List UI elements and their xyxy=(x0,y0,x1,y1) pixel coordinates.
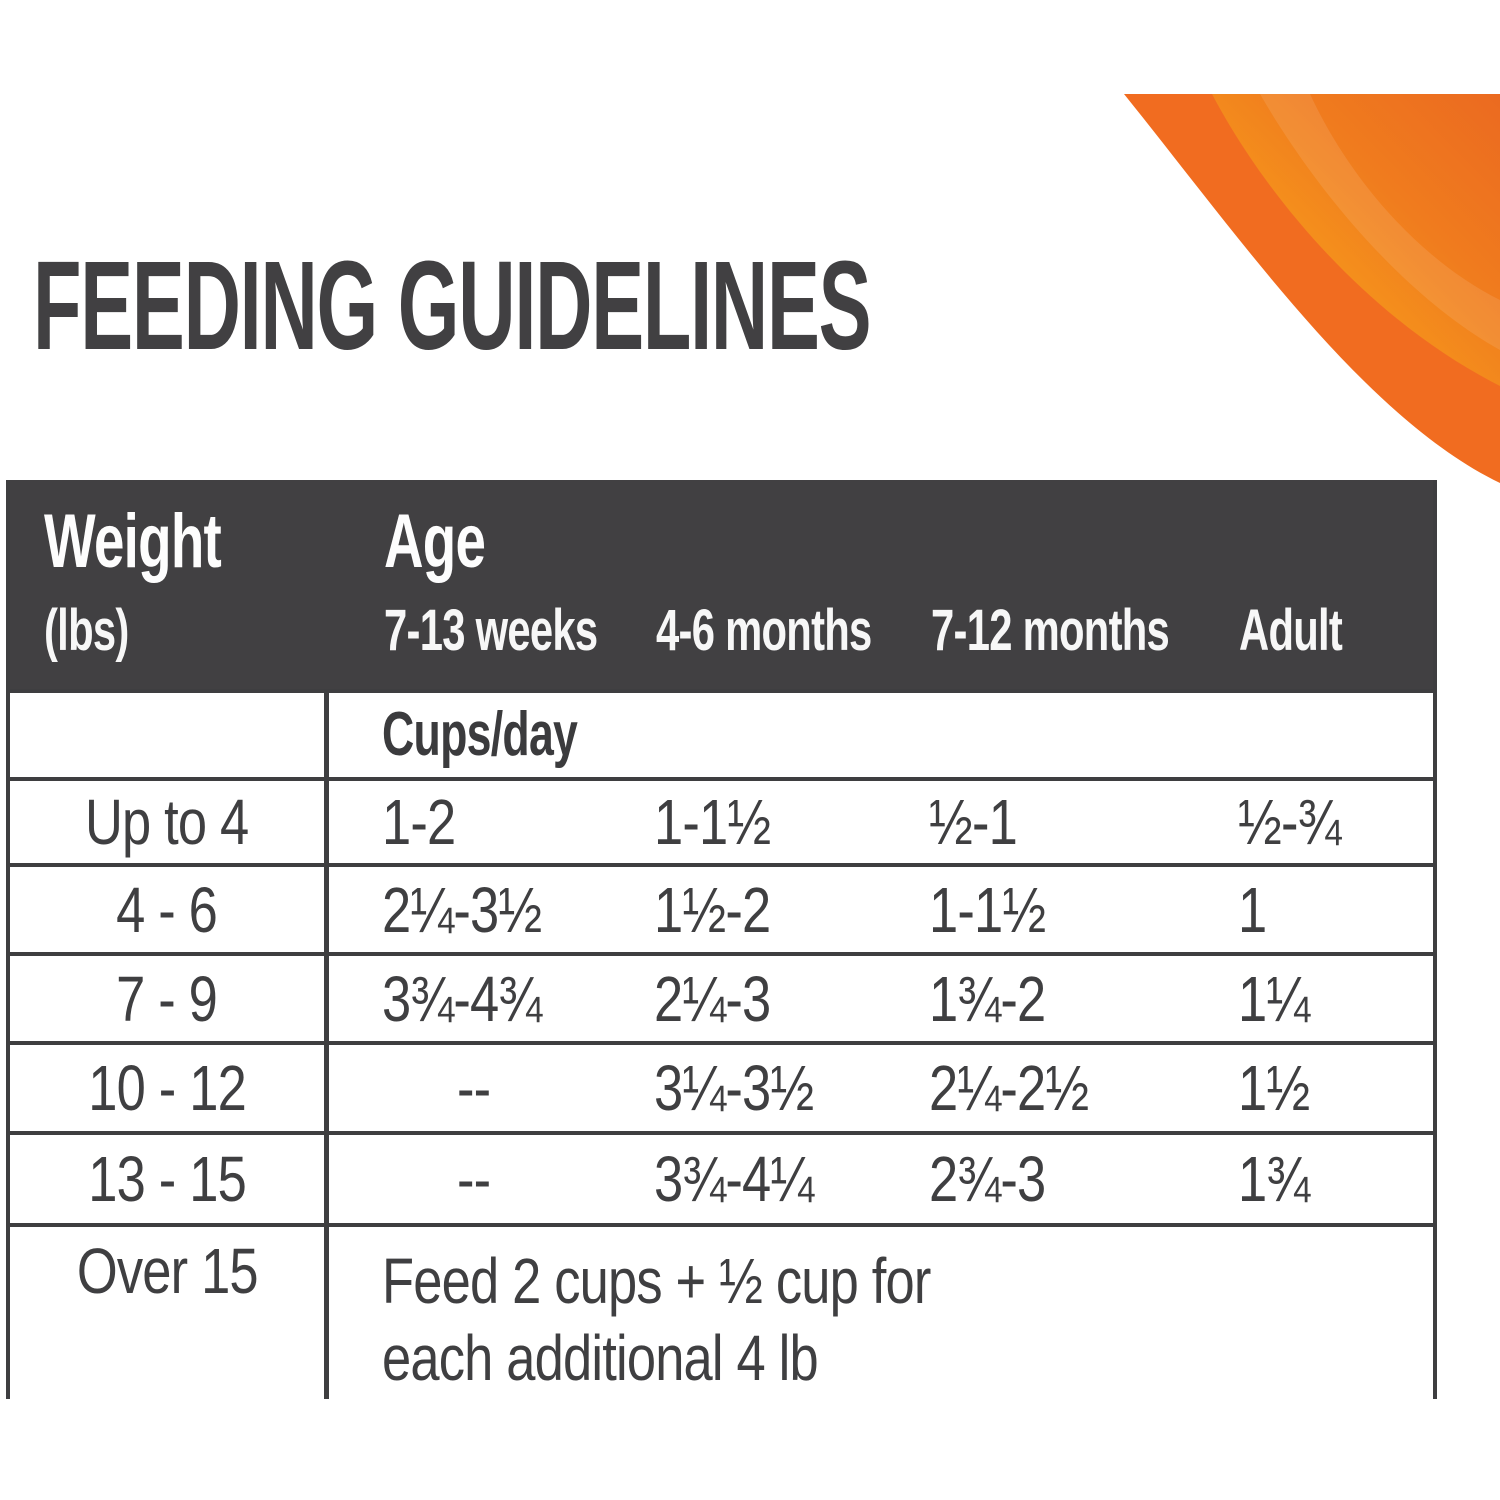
table-row: 10 - 12 -- 3¼-3½ 2¼-2½ 1½ xyxy=(10,1041,1433,1131)
value-adult: 1¾ xyxy=(1238,1143,1310,1215)
value-adult: 1¼ xyxy=(1238,962,1310,1035)
weight-cell: Up to 4 xyxy=(85,786,249,858)
header-col-4-6-months: 4-6 months xyxy=(656,598,872,663)
value-7-13-weeks: -- xyxy=(457,1143,491,1215)
note-cell: Feed 2 cups + ½ cup for each additional … xyxy=(329,1227,1433,1399)
table-row: 4 - 6 2¼-3½ 1½-2 1-1½ 1 xyxy=(10,863,1433,952)
header-col-7-12-months: 7-12 months xyxy=(931,598,1170,663)
page-title: FEEDING GUIDELINES xyxy=(33,235,872,376)
feeding-guidelines-table: Weight (lbs) Age 7-13 weeks 4-6 months 7… xyxy=(6,480,1437,1399)
value-7-12-months: ½-1 xyxy=(929,786,1018,858)
value-7-12-months: 1-1½ xyxy=(929,873,1046,946)
header-col-7-13-weeks: 7-13 weeks xyxy=(384,598,598,663)
values-cell: 1-2 1-1½ ½-1 ½-¾ xyxy=(329,781,1433,863)
value-4-6-months: 3¾-4¼ xyxy=(654,1143,814,1215)
weight-cell-empty xyxy=(10,693,329,777)
value-7-13-weeks: -- xyxy=(457,1052,491,1124)
units-label: Cups/day xyxy=(382,700,578,769)
value-7-13-weeks: 3¾-4¾ xyxy=(382,962,542,1035)
table-row: 13 - 15 -- 3¾-4¼ 2¾-3 1¾ xyxy=(10,1131,1433,1223)
table-row: Over 15 Feed 2 cups + ½ cup for each add… xyxy=(10,1223,1433,1399)
value-7-12-months: 1¾-2 xyxy=(929,962,1046,1035)
value-4-6-months: 1½-2 xyxy=(654,873,771,946)
values-cell: -- 3¼-3½ 2¼-2½ 1½ xyxy=(329,1045,1433,1131)
value-adult: ½-¾ xyxy=(1238,786,1341,858)
value-4-6-months: 1-1½ xyxy=(654,786,771,858)
header-age-label: Age xyxy=(384,499,486,584)
table-row-units: Cups/day xyxy=(10,689,1433,777)
table-header: Weight (lbs) Age 7-13 weeks 4-6 months 7… xyxy=(10,480,1433,689)
header-col-adult: Adult xyxy=(1239,598,1343,663)
weight-cell: 7 - 9 xyxy=(116,962,219,1035)
value-7-13-weeks: 2¼-3½ xyxy=(382,873,542,946)
value-7-12-months: 2¾-3 xyxy=(929,1143,1046,1215)
values-cell: 2¼-3½ 1½-2 1-1½ 1 xyxy=(329,867,1433,952)
value-4-6-months: 3¼-3½ xyxy=(654,1052,814,1124)
table-row: 7 - 9 3¾-4¾ 2¼-3 1¾-2 1¼ xyxy=(10,952,1433,1041)
units-cell: Cups/day xyxy=(329,693,1433,777)
weight-cell: 10 - 12 xyxy=(88,1052,246,1124)
feeding-note-line1: Feed 2 cups + ½ cup for xyxy=(382,1245,931,1317)
value-7-12-months: 2¼-2½ xyxy=(929,1052,1089,1124)
values-cell: 3¾-4¾ 2¼-3 1¾-2 1¼ xyxy=(329,956,1433,1041)
values-cell: -- 3¾-4¼ 2¾-3 1¾ xyxy=(329,1135,1433,1223)
value-adult: 1 xyxy=(1238,873,1267,946)
table-row: Up to 4 1-2 1-1½ ½-1 ½-¾ xyxy=(10,777,1433,863)
value-adult: 1½ xyxy=(1238,1052,1310,1124)
header-weight-label: Weight xyxy=(44,499,222,584)
value-4-6-months: 2¼-3 xyxy=(654,962,771,1035)
weight-cell: 4 - 6 xyxy=(116,873,219,946)
orange-swoosh-icon xyxy=(1124,94,1500,483)
header-weight-unit: (lbs) xyxy=(44,598,129,663)
weight-cell: 13 - 15 xyxy=(88,1143,246,1215)
feeding-note: Feed 2 cups + ½ cup for each additional … xyxy=(382,1243,931,1397)
feeding-note-line2: each additional 4 lb xyxy=(382,1321,819,1394)
weight-cell: Over 15 xyxy=(76,1235,259,1307)
value-7-13-weeks: 1-2 xyxy=(382,786,456,858)
